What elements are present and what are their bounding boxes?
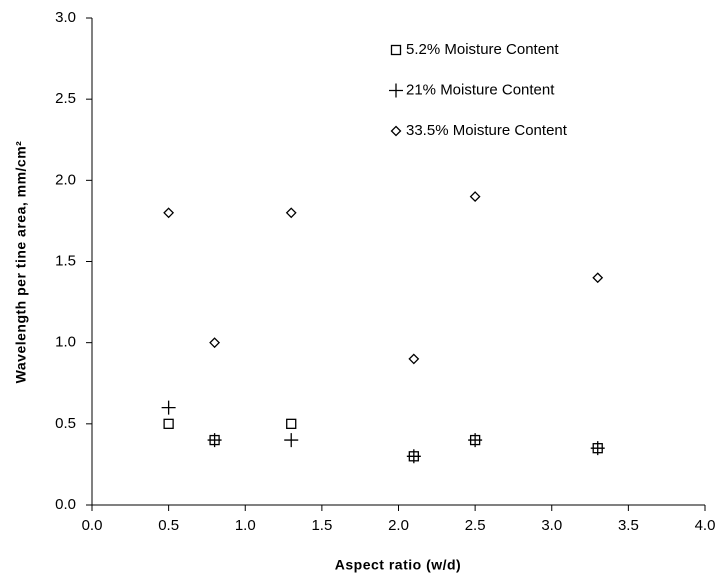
x-tick-label: 0.0 — [82, 517, 103, 534]
legend-marker — [390, 44, 402, 56]
legend-label: 5.2% Moisture Content — [406, 41, 559, 58]
point — [163, 207, 175, 219]
point — [207, 433, 222, 448]
point — [592, 272, 604, 284]
legend-label: 21% Moisture Content — [406, 81, 555, 98]
y-tick-label: 1.0 — [55, 334, 76, 351]
x-tick-label: 3.5 — [618, 517, 639, 534]
x-tick-label: 1.5 — [311, 517, 332, 534]
y-tick-label: 0.5 — [55, 415, 76, 432]
x-tick-label: 2.0 — [388, 517, 409, 534]
point — [285, 207, 297, 219]
point — [286, 418, 297, 429]
point — [468, 433, 483, 448]
point — [284, 433, 299, 448]
point — [209, 337, 221, 349]
legend-label: 33.5% Moisture Content — [406, 122, 568, 139]
legend-marker — [390, 125, 402, 137]
point — [590, 441, 605, 456]
y-tick-label: 3.0 — [55, 9, 76, 26]
x-tick-label: 2.5 — [465, 517, 486, 534]
y-tick-label: 0.0 — [55, 496, 76, 513]
point — [469, 191, 481, 202]
point — [161, 400, 176, 415]
y-tick-label: 1.5 — [55, 252, 76, 269]
x-tick-label: 1.0 — [235, 517, 256, 534]
x-tick-label: 4.0 — [695, 517, 716, 534]
y-tick-label: 2.0 — [55, 171, 76, 188]
point — [163, 418, 174, 429]
x-tick-label: 0.5 — [158, 517, 179, 534]
point — [408, 353, 420, 365]
x-axis-title: Aspect ratio (w/d) — [335, 557, 461, 573]
y-tick-label: 2.5 — [55, 90, 76, 107]
y-axis-title: Wavelength per tine area, mm/cm² — [13, 141, 29, 384]
point — [406, 449, 421, 464]
legend-marker — [389, 83, 403, 98]
x-tick-label: 3.0 — [541, 517, 562, 534]
